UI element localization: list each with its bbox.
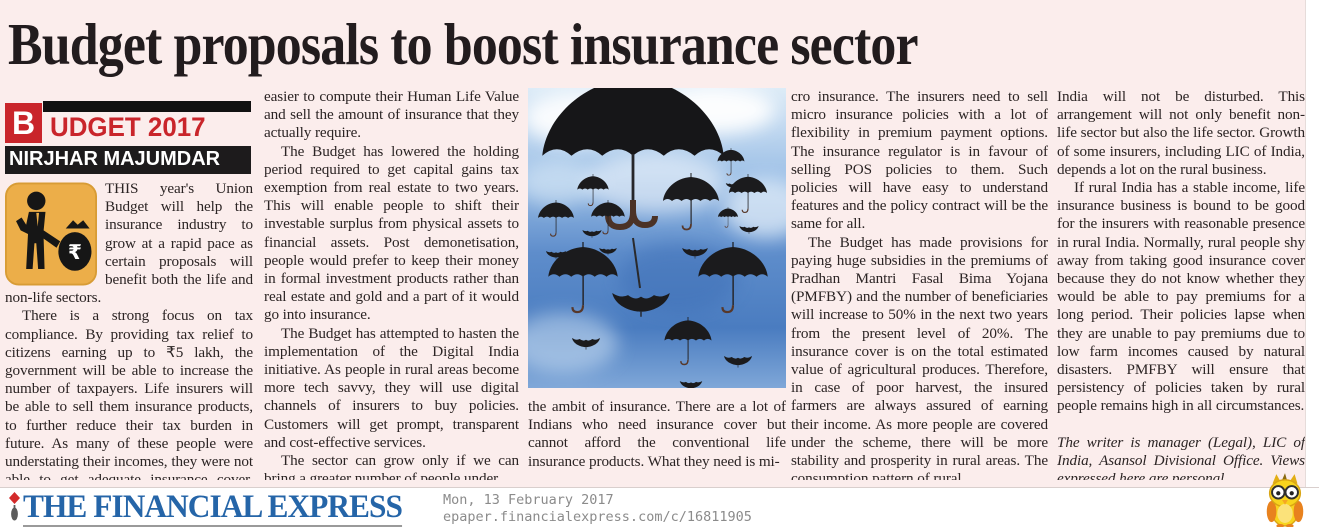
- article-headline: Budget proposals to boost insurance sect…: [8, 11, 919, 77]
- paragraph: The Budget has attempted to hasten the i…: [264, 324, 519, 451]
- badge-label: UDGET 2017: [50, 112, 206, 142]
- paragraph: If rural India has a stable income, life…: [1057, 179, 1305, 415]
- text-column-3: cro insurance. The insurers need to sell…: [791, 88, 1048, 480]
- paragraph: There is a strong focus on tax complianc…: [5, 307, 253, 480]
- paragraph: The Budget has lowered the holding perio…: [264, 142, 519, 324]
- owl-mascot-icon: [1266, 473, 1304, 527]
- paragraph: THIS year's Union Budget will help the i…: [5, 180, 253, 307]
- svg-text:₹: ₹: [68, 240, 82, 264]
- money-bag-icon: ₹: [5, 182, 97, 286]
- text-column-2: easier to compute their Human Life Value…: [264, 88, 519, 480]
- badge-initial: B: [5, 103, 42, 143]
- paragraph: India will not be disturbed. This arrang…: [1057, 88, 1305, 178]
- budget-2017-badge: B UDGET 2017 NIRJHAR MAJUMDAR: [5, 101, 251, 174]
- publication-date: Mon, 13 February 2017: [443, 492, 614, 508]
- epaper-url-link[interactable]: epaper.financialexpress.com/c/16811905: [443, 509, 752, 525]
- paragraph: the ambit of insurance. There are a lot …: [528, 398, 786, 470]
- masthead-title: THE FINANCIAL EXPRESS: [23, 491, 403, 527]
- text-column-1: ₹ THIS year's Union Budget will help the…: [5, 180, 253, 480]
- footer-bar: THE FINANCIAL EXPRESS Mon, 13 February 2…: [0, 487, 1319, 527]
- paragraph: The Budget has made provisions for payin…: [791, 233, 1048, 480]
- financial-express-logo-icon: [9, 492, 20, 521]
- page-edge-strip: [1305, 0, 1319, 487]
- writer-byline: The writer is manager (Legal), LIC of In…: [1057, 433, 1305, 480]
- umbrellas-illustration: [528, 88, 786, 388]
- text-column-4: India will not be disturbed. This arrang…: [1057, 88, 1305, 480]
- badge-top-bar: [43, 101, 251, 112]
- paragraph: The sector can grow only if we can bring…: [264, 452, 519, 480]
- text-column-under-image: the ambit of insurance. There are a lot …: [528, 398, 786, 480]
- author-name: NIRJHAR MAJUMDAR: [5, 146, 251, 174]
- paragraph: easier to compute their Human Life Value…: [264, 88, 519, 142]
- paragraph: cro insurance. The insurers need to sell…: [791, 88, 1048, 233]
